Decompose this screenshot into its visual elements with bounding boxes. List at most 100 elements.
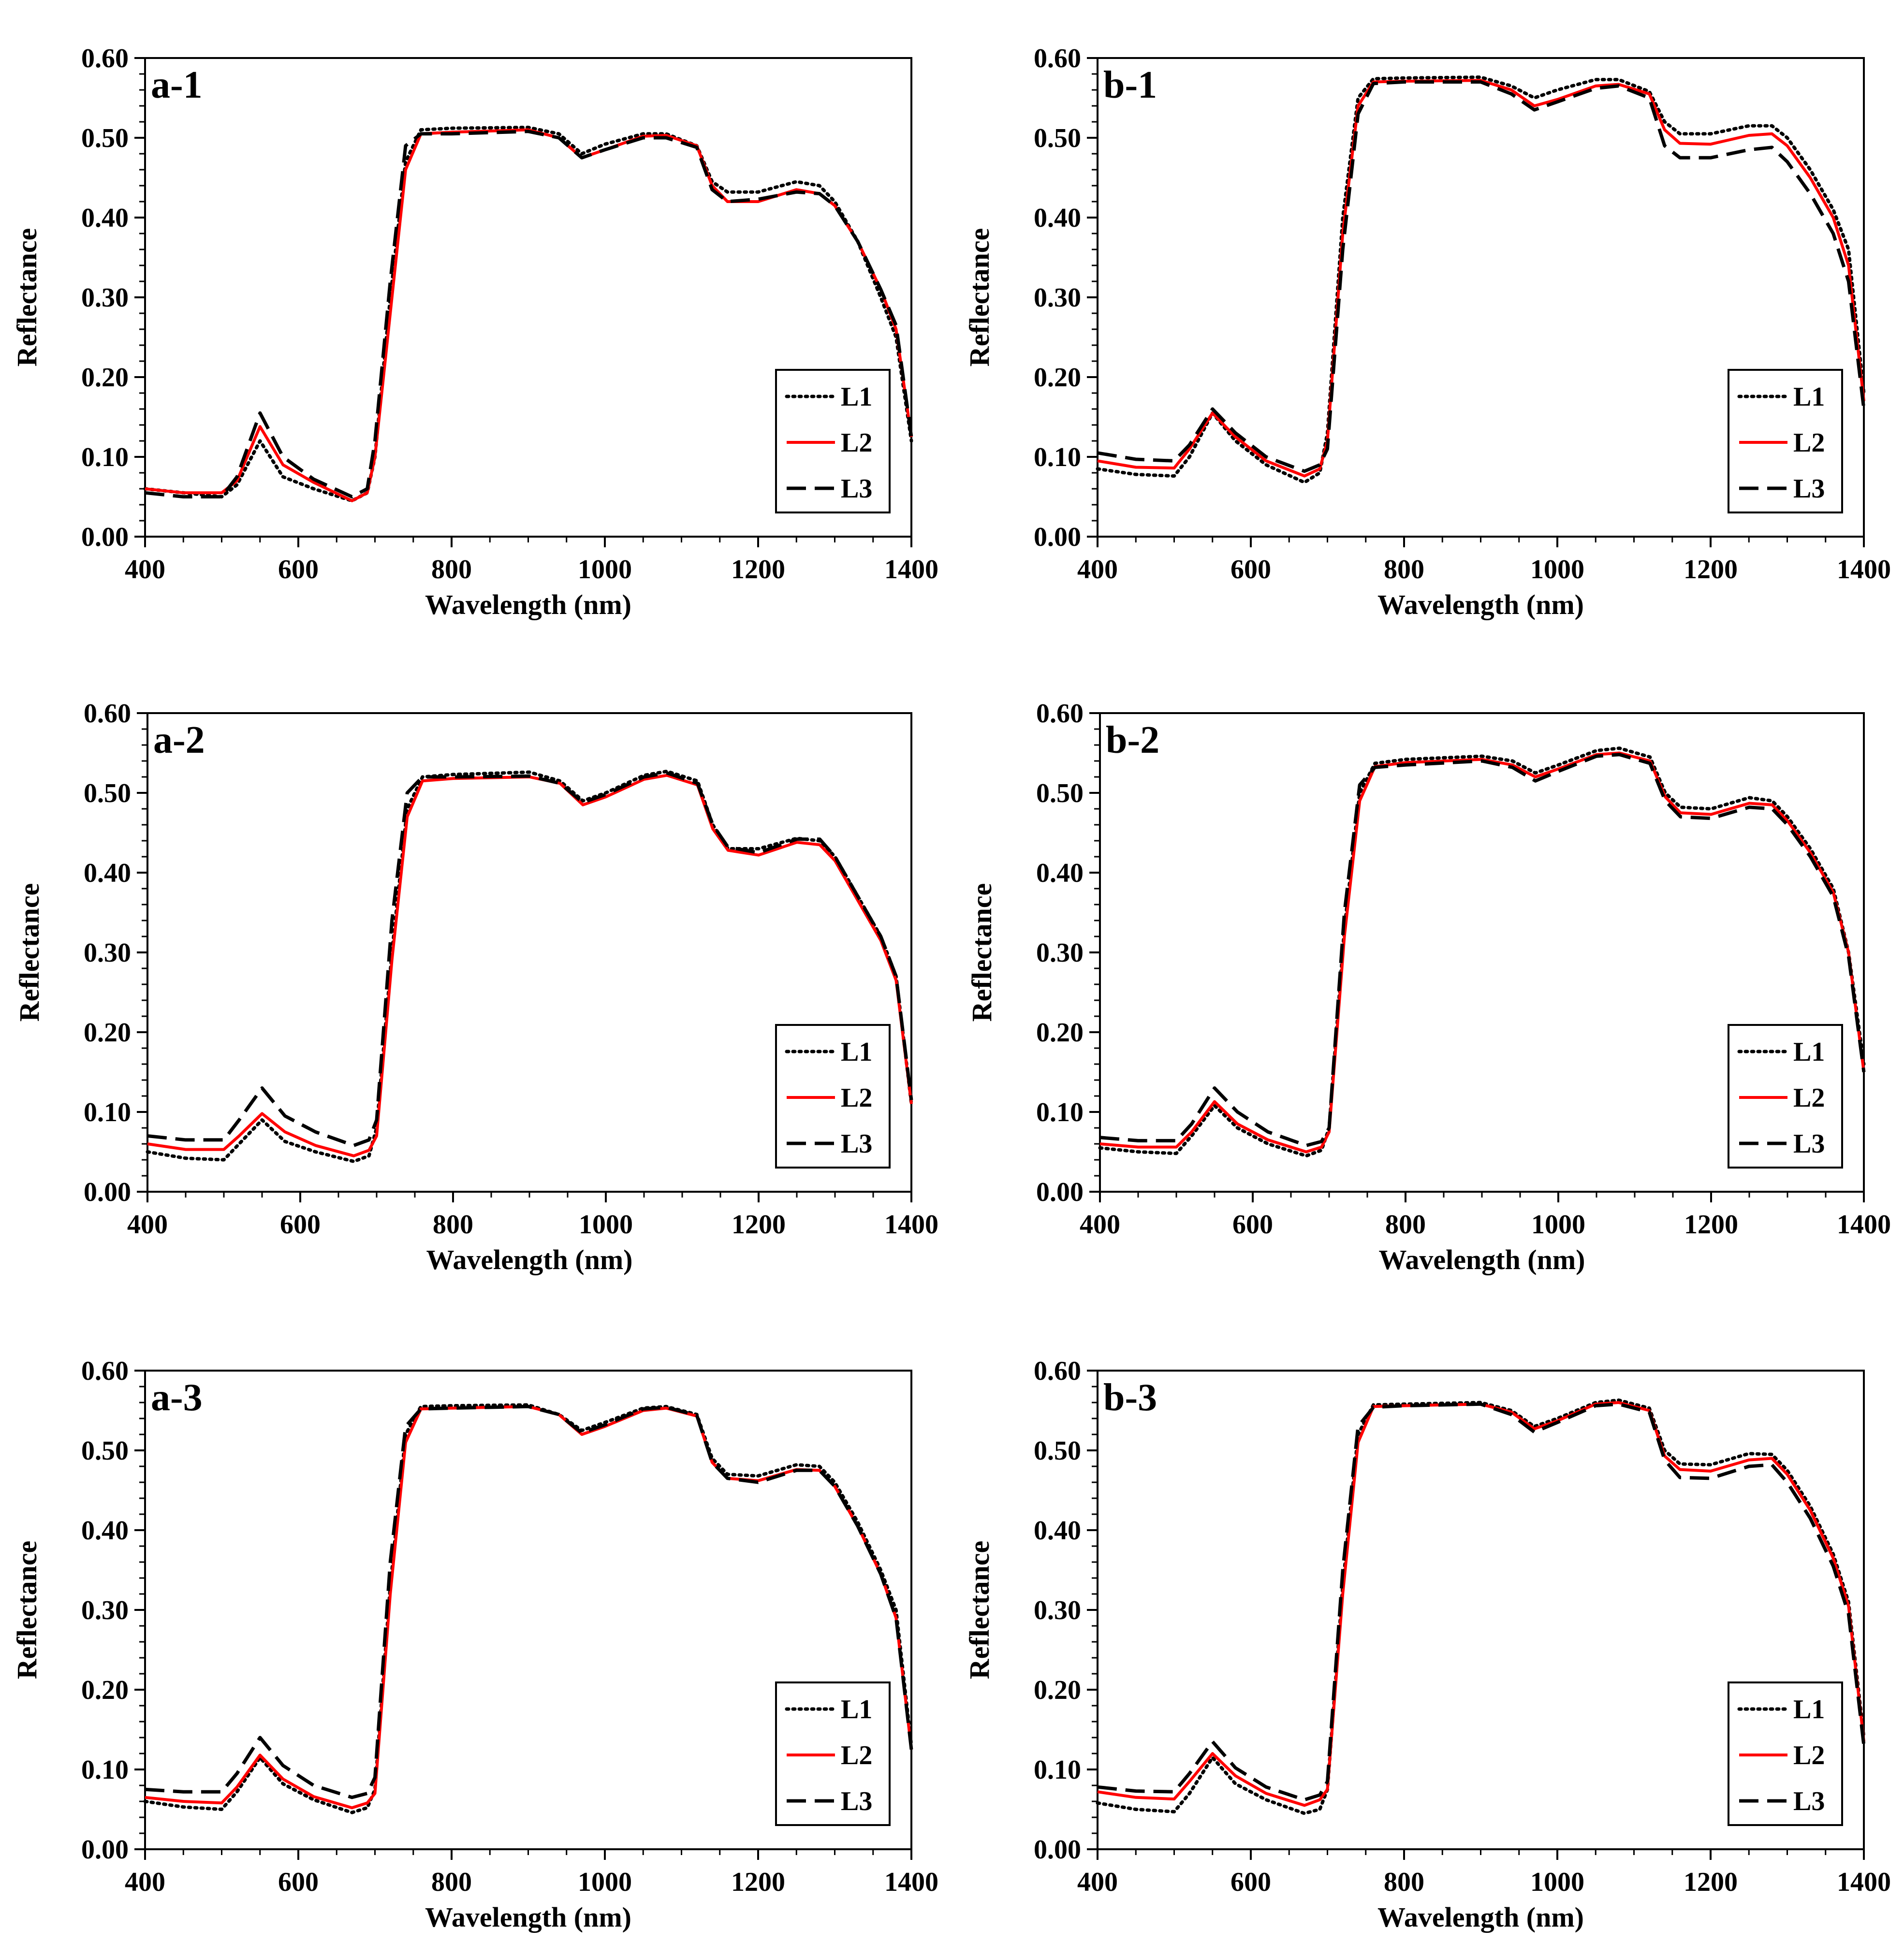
y-tick-label: 0.30 — [81, 283, 129, 313]
x-tick-label: 1400 — [884, 1867, 938, 1897]
legend-label-l1: L1 — [841, 1695, 872, 1725]
y-tick-label: 0.00 — [81, 522, 129, 552]
x-tick-label: 1200 — [1684, 555, 1738, 585]
x-tick-label: 800 — [431, 555, 472, 585]
y-axis-title: Reflectance — [11, 228, 43, 367]
x-tick-label: 1200 — [1684, 1210, 1738, 1240]
x-tick-label: 800 — [431, 1867, 472, 1897]
x-tick-label: 400 — [127, 1210, 168, 1240]
legend-label-l2: L2 — [841, 1740, 872, 1770]
legend-label-l1: L1 — [1793, 1695, 1825, 1725]
series-line-l3 — [1099, 753, 1866, 1147]
y-axis-title: Reflectance — [11, 1541, 43, 1680]
y-tick-label: 0.00 — [84, 1177, 131, 1207]
legend-label-l3: L3 — [841, 474, 872, 504]
legend-label-l3: L3 — [841, 1129, 872, 1159]
x-tick-label: 1200 — [732, 1210, 786, 1240]
x-axis-title: Wavelength (nm) — [1377, 589, 1584, 620]
x-tick-label: 600 — [1230, 1867, 1271, 1897]
y-tick-label: 0.00 — [1034, 1835, 1081, 1865]
y-tick-label: 0.30 — [1036, 938, 1084, 968]
y-tick-label: 0.30 — [1034, 1595, 1081, 1625]
y-tick-label: 0.60 — [84, 699, 131, 729]
series-line-l1 — [1096, 1398, 1866, 1815]
y-tick-label: 0.60 — [81, 1356, 129, 1386]
y-tick-label: 0.50 — [81, 1436, 129, 1466]
legend-label-l2: L2 — [841, 1083, 872, 1113]
y-tick-label: 0.50 — [1036, 778, 1084, 808]
x-tick-label: 600 — [278, 1867, 319, 1897]
x-tick-label: 1000 — [1530, 555, 1584, 585]
y-tick-label: 0.10 — [81, 1755, 129, 1785]
x-tick-label: 1000 — [578, 1867, 632, 1897]
series-line-l1 — [1098, 746, 1866, 1158]
y-tick-label: 0.40 — [81, 203, 129, 233]
chart-panel-b-1: 0.00 0.10 0.20 0.30 0.40 0.50 0.60 400 600 800 100… — [964, 44, 1891, 620]
y-tick-label: 0.30 — [81, 1595, 129, 1625]
y-tick-label: 0.10 — [1034, 442, 1081, 472]
y-tick-label: 0.40 — [1034, 203, 1081, 233]
legend: L1 L2 L3 — [775, 1024, 891, 1169]
x-axis-title: Wavelength (nm) — [426, 1244, 633, 1275]
chart-panel-b-3: 0.00 0.10 0.20 0.30 0.40 0.50 0.60 400 600 800 100… — [964, 1356, 1891, 1933]
y-tick-label: 0.50 — [1034, 123, 1081, 153]
series-line-l3 — [145, 130, 913, 498]
y-tick-label: 0.20 — [1034, 1675, 1081, 1705]
legend-label-l2: L2 — [1793, 1740, 1825, 1770]
y-tick-label: 0.00 — [81, 1835, 129, 1865]
y-tick-label: 0.50 — [84, 778, 131, 808]
x-tick-label: 400 — [125, 1867, 165, 1897]
legend: L1 L2 L3 — [1728, 1681, 1843, 1826]
x-axis-title: Wavelength (nm) — [425, 1901, 631, 1933]
series-line-l3 — [1097, 80, 1866, 473]
y-tick-label: 0.20 — [1036, 1018, 1084, 1048]
y-axis-title: Reflectance — [964, 1541, 995, 1680]
x-tick-label: 1200 — [731, 1867, 785, 1897]
y-tick-label: 0.50 — [81, 123, 129, 153]
series-line-l1 — [143, 126, 913, 503]
series-line-l3 — [1097, 1402, 1866, 1802]
panel-label: a-1 — [151, 64, 203, 106]
y-tick-label: 0.40 — [81, 1516, 129, 1546]
series-line-l2 — [147, 774, 913, 1157]
chart-panel-a-1: 0.00 0.10 0.20 0.30 0.40 0.50 0.60 400 600 800 100… — [11, 44, 938, 620]
legend-label-l1: L1 — [1793, 382, 1825, 412]
x-tick-label: 1400 — [1837, 1867, 1891, 1897]
x-tick-label: 600 — [280, 1210, 321, 1240]
y-tick-label: 0.20 — [84, 1018, 131, 1048]
chart-panel-a-2: 0.00 0.10 0.20 0.30 0.40 0.50 0.60 400 600 800 100… — [14, 699, 938, 1275]
y-tick-label: 0.40 — [84, 858, 131, 888]
y-tick-label: 0.20 — [81, 363, 129, 393]
y-tick-label: 0.20 — [1034, 363, 1081, 393]
x-tick-label: 1200 — [731, 555, 785, 585]
x-tick-label: 400 — [1077, 1867, 1118, 1897]
legend-label-l2: L2 — [1793, 1083, 1825, 1113]
x-tick-label: 1000 — [1531, 1210, 1585, 1240]
y-tick-label: 0.60 — [1034, 44, 1081, 73]
panel-label: b-3 — [1103, 1376, 1157, 1419]
legend-label-l1: L1 — [1793, 1037, 1825, 1067]
y-tick-label: 0.30 — [1034, 283, 1081, 313]
x-tick-label: 800 — [1384, 555, 1424, 585]
panel-label: a-3 — [151, 1376, 203, 1419]
series-line-l3 — [147, 771, 913, 1147]
legend-label-l3: L3 — [841, 1786, 872, 1816]
y-tick-label: 0.10 — [81, 442, 129, 472]
legend-label-l2: L2 — [1793, 428, 1825, 458]
y-tick-label: 0.00 — [1036, 1177, 1084, 1207]
x-tick-label: 1400 — [884, 555, 938, 585]
legend: L1 L2 L3 — [775, 1681, 891, 1826]
y-tick-label: 0.10 — [1036, 1097, 1084, 1127]
x-tick-label: 600 — [1230, 555, 1271, 585]
x-tick-label: 1000 — [578, 555, 632, 585]
legend: L1 L2 L3 — [775, 369, 891, 513]
panel-label: b-2 — [1106, 719, 1159, 761]
y-tick-label: 0.60 — [1036, 699, 1084, 729]
legend-label-l1: L1 — [841, 1037, 872, 1067]
panel-label: a-2 — [153, 719, 205, 761]
x-tick-label: 400 — [125, 555, 165, 585]
legend: L1 L2 L3 — [1728, 369, 1843, 513]
x-tick-label: 1400 — [1837, 1210, 1891, 1240]
y-tick-label: 0.10 — [1034, 1755, 1081, 1785]
